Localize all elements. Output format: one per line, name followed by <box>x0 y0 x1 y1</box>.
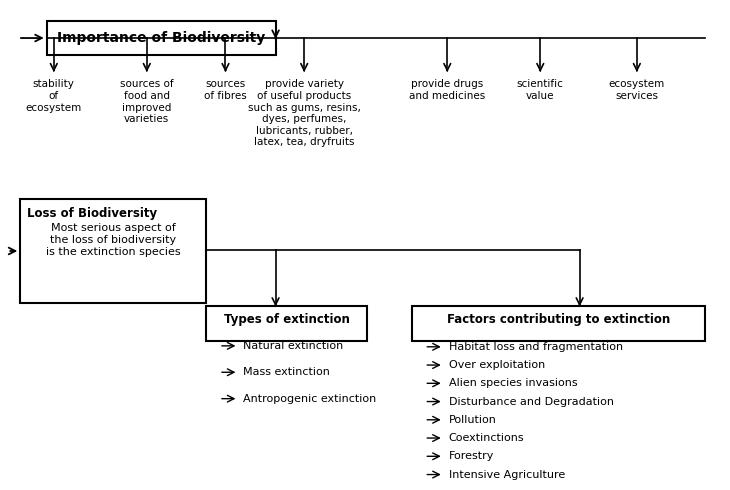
Text: provide drugs
and medicines: provide drugs and medicines <box>409 79 485 101</box>
Text: Natural extinction: Natural extinction <box>243 341 344 351</box>
Text: Loss of Biodiversity: Loss of Biodiversity <box>27 207 158 220</box>
FancyBboxPatch shape <box>412 306 704 341</box>
Text: Forestry: Forestry <box>449 451 494 461</box>
Text: Pollution: Pollution <box>449 415 496 425</box>
Text: Antropogenic extinction: Antropogenic extinction <box>243 393 377 404</box>
Text: sources of
food and
improved
varieties: sources of food and improved varieties <box>120 79 174 124</box>
Text: Disturbance and Degradation: Disturbance and Degradation <box>449 396 614 407</box>
Text: Factors contributing to extinction: Factors contributing to extinction <box>447 313 670 326</box>
Text: provide variety
of useful products
such as gums, resins,
dyes, perfumes,
lubrica: provide variety of useful products such … <box>247 79 361 147</box>
Text: Coextinctions: Coextinctions <box>449 433 524 443</box>
Text: Importance of Biodiversity: Importance of Biodiversity <box>57 31 265 45</box>
Text: scientific
value: scientific value <box>517 79 564 101</box>
Text: Most serious aspect of
the loss of biodiversity
is the extinction species: Most serious aspect of the loss of biodi… <box>46 223 180 257</box>
Text: Intensive Agriculture: Intensive Agriculture <box>449 469 565 480</box>
FancyBboxPatch shape <box>20 199 206 303</box>
Text: Over exploitation: Over exploitation <box>449 360 545 370</box>
Text: Alien species invasions: Alien species invasions <box>449 378 577 388</box>
Text: sources
of fibres: sources of fibres <box>204 79 247 101</box>
Text: ecosystem
services: ecosystem services <box>609 79 665 101</box>
FancyBboxPatch shape <box>206 306 367 341</box>
Text: Mass extinction: Mass extinction <box>243 367 330 377</box>
Text: Types of extinction: Types of extinction <box>223 313 350 326</box>
FancyBboxPatch shape <box>47 21 276 55</box>
Text: Habitat loss and fragmentation: Habitat loss and fragmentation <box>449 342 623 352</box>
Text: stability
of
ecosystem: stability of ecosystem <box>26 79 82 113</box>
